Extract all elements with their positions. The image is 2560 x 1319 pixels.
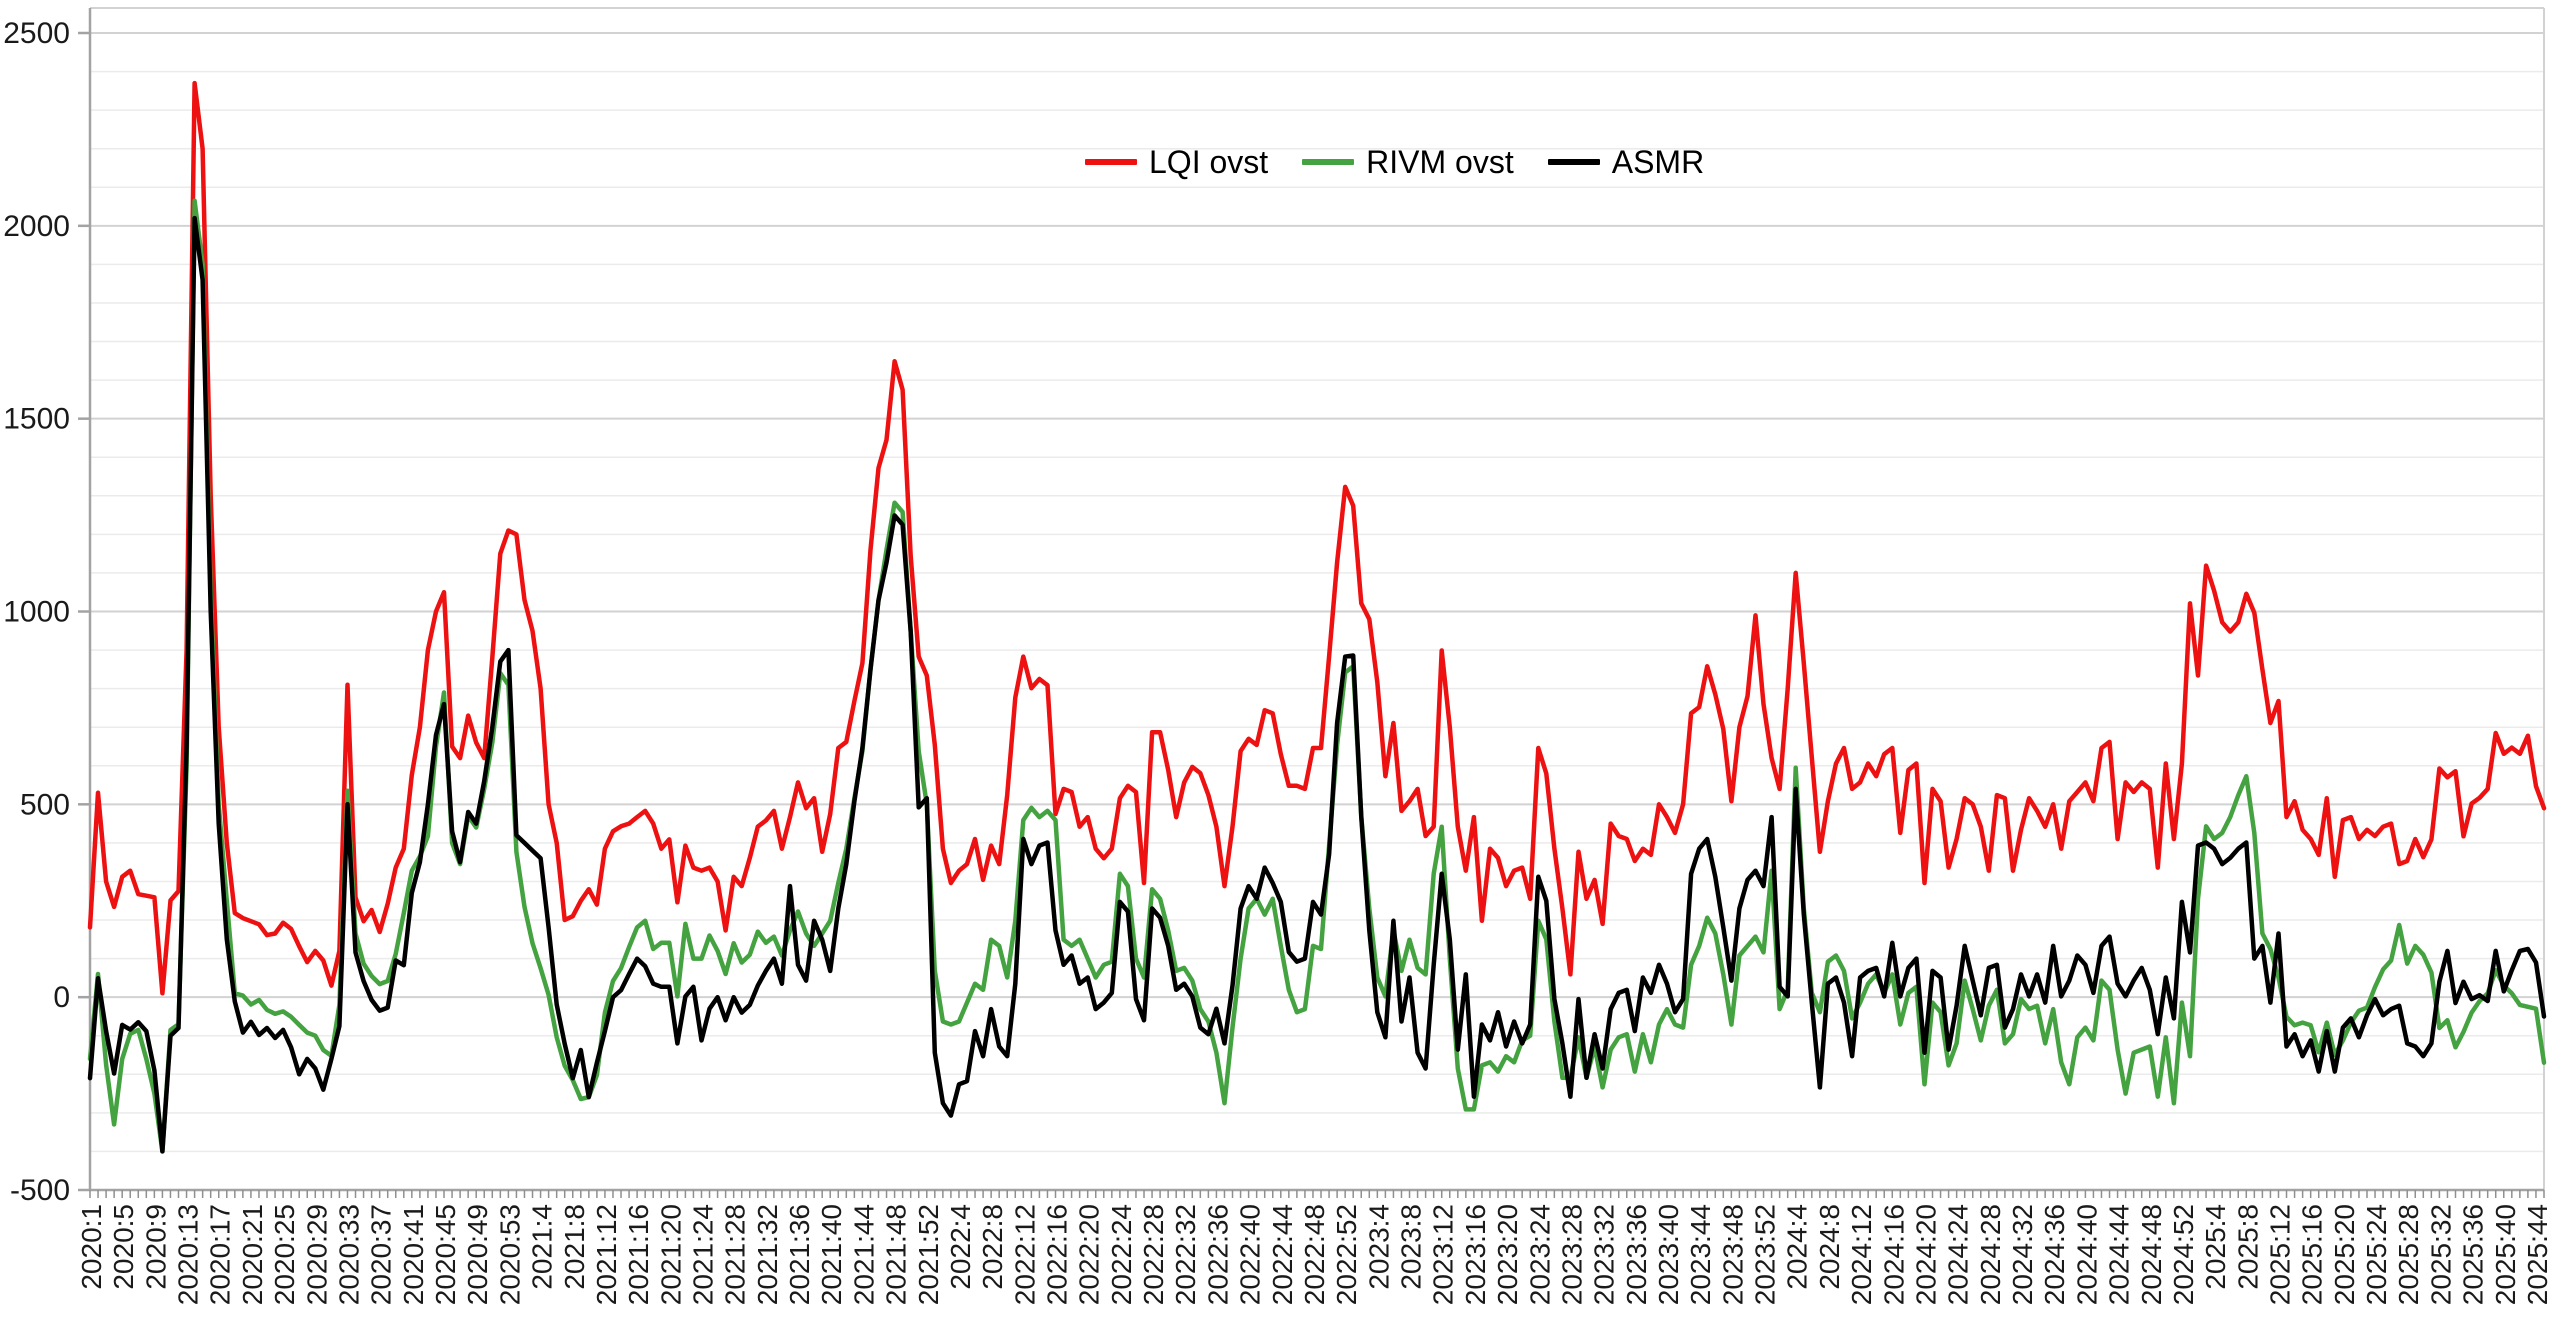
x-axis-tick-label: 2023:20 [1492,1204,1523,1305]
x-axis-tick-label: 2023:8 [1396,1204,1427,1290]
x-axis-tick-label: 2021:16 [623,1204,654,1305]
x-axis-tick-label: 2024:4 [1782,1204,1813,1290]
y-axis-tick-label: 1000 [3,596,70,629]
y-axis-tick-label: -500 [10,1174,70,1207]
x-axis-tick-label: 2023:24 [1524,1204,1555,1305]
series-line-lqi-ovst [87,80,2547,996]
x-axis-tick-label: 2022:24 [1106,1204,1137,1305]
x-axis-tick-label: 2022:12 [1009,1204,1040,1305]
x-axis-tick-label: 2024:8 [1814,1204,1845,1290]
x-axis-tick-label: 2020:1 [76,1204,107,1290]
x-axis-tick-label: 2025:36 [2458,1204,2489,1305]
series-line-asmr [87,215,2547,1154]
x-axis-tick-label: 2020:25 [269,1204,300,1305]
legend-item-lqi-ovst: LQI ovst [1085,146,1268,178]
x-axis-tick-label: 2023:12 [1428,1204,1459,1305]
x-axis-tick-label: 2024:44 [2104,1204,2135,1305]
lqi-line-swatch-icon [1085,159,1137,165]
x-axis-tick-label: 2021:48 [881,1204,912,1305]
x-axis-tick-label: 2024:36 [2039,1204,2070,1305]
x-axis-tick-label: 2025:24 [2361,1204,2392,1305]
x-axis-tick-label: 2024:16 [1878,1204,1909,1305]
x-axis-tick-label: 2022:44 [1267,1204,1298,1305]
x-axis-tick-label: 2025:4 [2200,1204,2231,1290]
y-axis-tick-label: 2000 [3,210,70,243]
x-axis-tick-label: 2022:16 [1042,1204,1073,1305]
x-axis-tick-label: 2022:20 [1074,1204,1105,1305]
legend-label: RIVM ovst [1366,144,1514,180]
chart-legend: LQI ovst RIVM ovst ASMR [1085,146,1704,178]
x-axis-tick-label: 2025:20 [2329,1204,2360,1305]
legend-item-asmr: ASMR [1547,144,1705,180]
x-axis-tick-label: 2021:44 [848,1204,879,1305]
x-axis-tick-label: 2020:9 [140,1204,171,1290]
x-axis-tick-label: 2020:49 [462,1204,493,1305]
x-axis-tick-label: 2020:45 [430,1204,461,1305]
x-axis-tick-label: 2021:36 [784,1204,815,1305]
y-axis-tick-label: 0 [53,981,70,1014]
x-axis-tick-label: 2022:32 [1170,1204,1201,1305]
x-axis-tick-label: 2021:40 [816,1204,847,1305]
x-axis-tick-label: 2021:4 [527,1204,558,1290]
x-axis-tick-label: 2020:33 [333,1204,364,1305]
x-axis-tick-label: 2020:21 [237,1204,268,1305]
x-axis-tick-label: 2024:52 [2168,1204,2199,1305]
x-axis-tick-label: 2021:12 [591,1204,622,1305]
x-axis-tick-label: 2025:28 [2393,1204,2424,1305]
x-axis-tick-label: 2021:32 [752,1204,783,1305]
y-axis-tick-label: 500 [20,788,70,821]
legend-item-rivm-ovst: RIVM ovst [1302,146,1514,178]
y-axis-tick-label: 1500 [3,403,70,436]
x-axis-tick-label: 2023:16 [1460,1204,1491,1305]
x-axis-tick-label: 2025:8 [2232,1204,2263,1290]
x-axis-tick-label: 2025:44 [2522,1204,2553,1305]
legend-label: LQI ovst [1149,144,1269,180]
x-axis-tick-label: 2021:8 [559,1204,590,1290]
x-axis-tick-label: 2025:40 [2490,1204,2521,1305]
x-axis-tick-label: 2022:52 [1331,1204,1362,1305]
x-axis-tick-label: 2022:28 [1138,1204,1169,1305]
x-axis-tick-label: 2020:17 [205,1204,236,1305]
x-axis-tick-label: 2022:4 [945,1204,976,1290]
x-axis-tick-label: 2025:32 [2425,1204,2456,1305]
x-axis-tick-label: 2020:41 [398,1204,429,1305]
x-axis-tick-label: 2023:40 [1653,1204,1684,1305]
x-axis-tick-label: 2025:16 [2297,1204,2328,1305]
x-axis-tick-label: 2021:24 [687,1204,718,1305]
x-axis-tick-label: 2020:37 [366,1204,397,1305]
x-axis-tick-label: 2023:32 [1589,1204,1620,1305]
x-axis-tick-label: 2020:29 [301,1204,332,1305]
y-axis-tick-label: 2500 [3,17,70,50]
x-axis-tick-label: 2023:28 [1556,1204,1587,1305]
x-axis-tick-label: 2023:44 [1685,1204,1716,1305]
x-axis-tick-label: 2021:28 [720,1204,751,1305]
x-axis-tick-label: 2024:40 [2071,1204,2102,1305]
asmr-line-swatch-icon [1547,159,1600,165]
rivm-line-swatch-icon [1302,159,1355,165]
x-axis-tick-label: 2022:8 [977,1204,1008,1290]
x-axis-tick-label: 2024:24 [1943,1204,1974,1305]
x-axis-tick-label: 2020:13 [173,1204,204,1305]
x-axis-tick-label: 2024:48 [2136,1204,2167,1305]
x-axis-tick-label: 2023:48 [1717,1204,1748,1305]
x-axis-tick-label: 2024:28 [1975,1204,2006,1305]
x-axis-tick-label: 2024:20 [1910,1204,1941,1305]
x-axis-tick-label: 2023:52 [1750,1204,1781,1305]
x-axis-tick-label: 2021:20 [655,1204,686,1305]
x-axis-tick-label: 2022:48 [1299,1204,1330,1305]
x-axis-tick-label: 2024:32 [2007,1204,2038,1305]
x-axis-tick-label: 2020:53 [494,1204,525,1305]
x-axis-tick-label: 2022:36 [1202,1204,1233,1305]
x-axis-tick-label: 2020:5 [108,1204,139,1290]
x-axis-tick-label: 2021:52 [913,1204,944,1305]
x-axis-tick-label: 2024:12 [1846,1204,1877,1305]
x-axis-tick-label: 2022:40 [1235,1204,1266,1305]
legend-label: ASMR [1611,144,1705,180]
x-axis-tick-label: 2023:4 [1363,1204,1394,1290]
x-axis-tick-label: 2023:36 [1621,1204,1652,1305]
x-axis-tick-label: 2025:12 [2264,1204,2295,1305]
